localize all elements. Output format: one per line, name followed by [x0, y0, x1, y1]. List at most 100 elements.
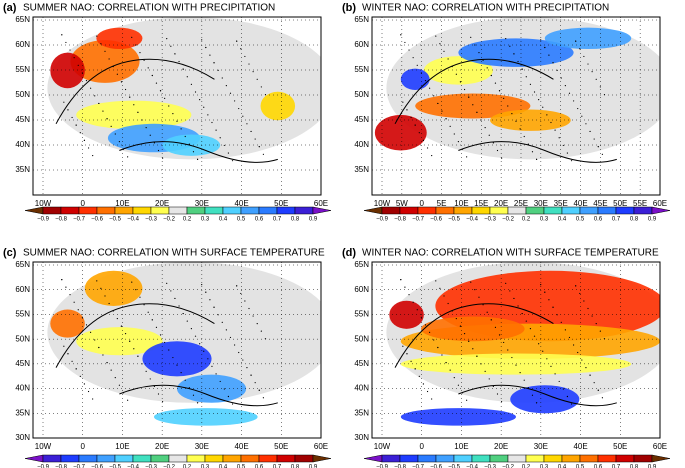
station-dot: [443, 50, 445, 52]
lat-label: 50N: [354, 334, 369, 343]
station-dot: [449, 369, 451, 371]
station-dot: [147, 67, 149, 69]
station-dot: [548, 299, 550, 301]
station-dot: [135, 44, 137, 46]
colorbar-cell: [96, 206, 116, 215]
colorbar-label: 0.3: [201, 217, 210, 223]
colorbar-cell: [132, 206, 152, 215]
station-dot: [527, 387, 529, 389]
station-dot: [507, 105, 509, 107]
station-dot: [509, 45, 511, 47]
station-dot: [461, 148, 464, 150]
colorbar-label: 0.6: [255, 465, 264, 468]
station-dot: [531, 151, 534, 153]
lon-label: 60E: [653, 199, 667, 208]
colorbar-label: −0.6: [91, 217, 104, 223]
colorbar-label: 0.7: [612, 465, 621, 468]
station-dot: [213, 306, 215, 308]
station-dot: [416, 309, 418, 311]
station-dot: [73, 301, 75, 303]
station-dot: [244, 55, 246, 58]
station-dot: [180, 372, 182, 374]
panel-title: SUMMER NAO: CORRELATION WITH SURFACE TEM…: [23, 248, 325, 259]
station-dot: [67, 353, 69, 355]
station-dot: [523, 379, 525, 381]
colorbar-label: 0.6: [594, 217, 603, 223]
lon-label: 50E: [613, 199, 627, 208]
station-dot: [252, 315, 254, 317]
station-dot: [496, 149, 499, 152]
field-blob: [490, 109, 571, 131]
colorbar-label: 0.3: [540, 217, 549, 223]
station-dot: [94, 339, 96, 341]
station-dot: [129, 340, 131, 342]
station-dot: [601, 397, 604, 399]
station-dot: [196, 158, 199, 160]
station-dot: [254, 382, 256, 384]
station-dot: [433, 95, 435, 97]
lon-label: 10W: [374, 442, 391, 451]
station-dot: [67, 109, 69, 111]
station-dot: [192, 394, 195, 396]
station-dot: [556, 314, 558, 316]
station-dot: [248, 307, 250, 310]
colorbar-cell: [597, 206, 617, 215]
station-dot: [240, 292, 242, 295]
station-dot: [217, 314, 219, 316]
colorbar-label: −0.4: [466, 217, 479, 223]
colorbar-cell: [399, 454, 419, 463]
station-dot: [577, 107, 579, 110]
station-dot: [414, 368, 416, 370]
lat-label: 65N: [15, 260, 30, 269]
station-dot: [174, 297, 176, 300]
station-dot: [426, 147, 429, 149]
colorbar-label: −0.4: [127, 217, 140, 223]
station-dot: [408, 49, 410, 51]
station-dot: [570, 403, 573, 405]
colorbar-label: −0.4: [127, 465, 140, 468]
station-dot: [129, 96, 131, 98]
station-dot: [141, 119, 143, 121]
colorbar-label: 0.8: [291, 217, 300, 223]
station-dot: [437, 346, 439, 349]
station-dot: [583, 55, 585, 58]
station-dot: [83, 383, 86, 385]
colorbar-cell: [294, 206, 314, 215]
station-dot: [201, 284, 203, 286]
station-dot: [127, 156, 129, 158]
station-dot: [90, 331, 92, 333]
station-dot: [77, 64, 79, 66]
station-dot: [199, 99, 201, 101]
station-dot: [564, 85, 566, 87]
field-blob: [84, 270, 143, 306]
station-dot: [601, 153, 604, 155]
lon-label: 40E: [234, 199, 248, 208]
station-dot: [443, 295, 445, 297]
station-dot: [92, 154, 94, 157]
station-dot: [242, 115, 244, 117]
station-dot: [515, 120, 517, 122]
field-blob: [389, 300, 424, 329]
station-dot: [118, 384, 120, 386]
station-dot: [182, 68, 184, 70]
colorbar-label: 0.9: [648, 217, 657, 223]
lon-label: 20E: [494, 442, 508, 451]
station-dot: [575, 40, 577, 42]
station-dot: [81, 316, 83, 318]
station-dot: [166, 38, 168, 40]
station-dot: [414, 124, 416, 126]
station-dot: [176, 364, 178, 366]
station-dot: [579, 292, 581, 295]
station-dot: [102, 110, 104, 112]
lon-label: 0: [80, 199, 85, 208]
field-blob: [423, 56, 493, 85]
lon-label: 0: [419, 199, 424, 208]
station-dot: [550, 121, 552, 124]
station-dot: [540, 284, 542, 286]
station-dot: [597, 146, 599, 148]
station-dot: [143, 304, 145, 306]
colorbar-label: 0.2: [522, 217, 531, 223]
station-dot: [139, 52, 141, 54]
station-dot: [124, 333, 127, 335]
station-dot: [172, 356, 174, 359]
